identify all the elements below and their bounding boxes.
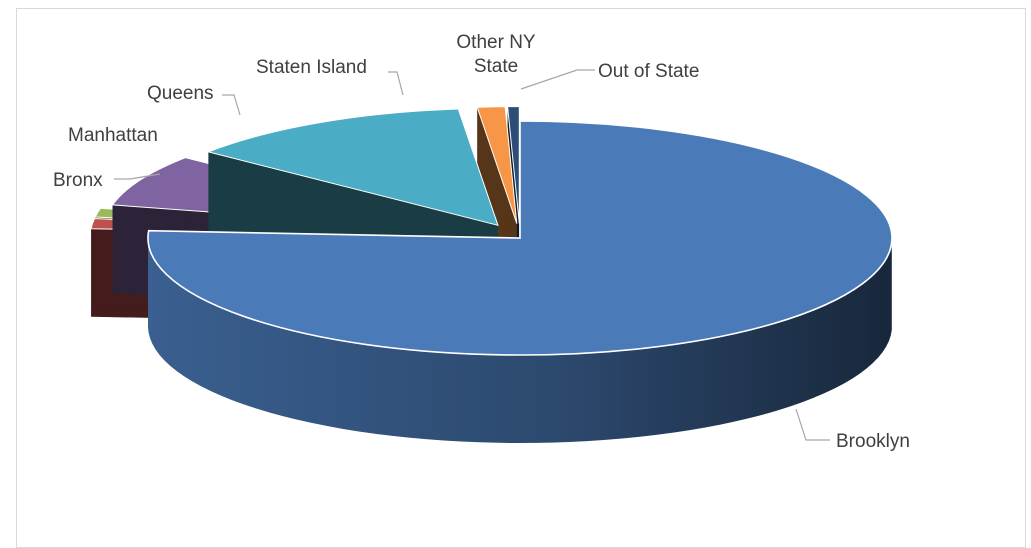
data-label-bronx: Bronx [53,170,161,191]
label-text: Bronx [53,170,103,191]
data-label-other-ny-state: Other NY State [456,32,536,77]
label-text: State [474,56,518,77]
slice-top [206,108,499,227]
leader-line [388,71,404,96]
data-label-staten-island: Staten Island [256,57,404,96]
leader-line [114,173,161,180]
slice-top [147,120,893,356]
slice-brooklyn[interactable] [147,120,893,443]
data-label-out-of-state: Out of State [520,61,699,90]
label-text: Out of State [598,61,699,82]
data-label-queens: Queens [147,83,241,116]
slice-top [476,106,518,224]
label-text: Brooklyn [836,431,910,452]
leader-line [222,94,241,116]
slice-top [507,105,520,224]
data-label-brooklyn: Brooklyn [795,408,910,452]
data-label-manhattan: Manhattan [68,125,158,146]
leader-line [795,408,830,441]
slice-side [148,238,892,443]
label-text: Manhattan [68,125,158,146]
label-text: Queens [147,83,214,104]
label-text: Other NY [456,32,536,53]
leader-line [520,69,595,90]
label-text: Staten Island [256,57,367,78]
